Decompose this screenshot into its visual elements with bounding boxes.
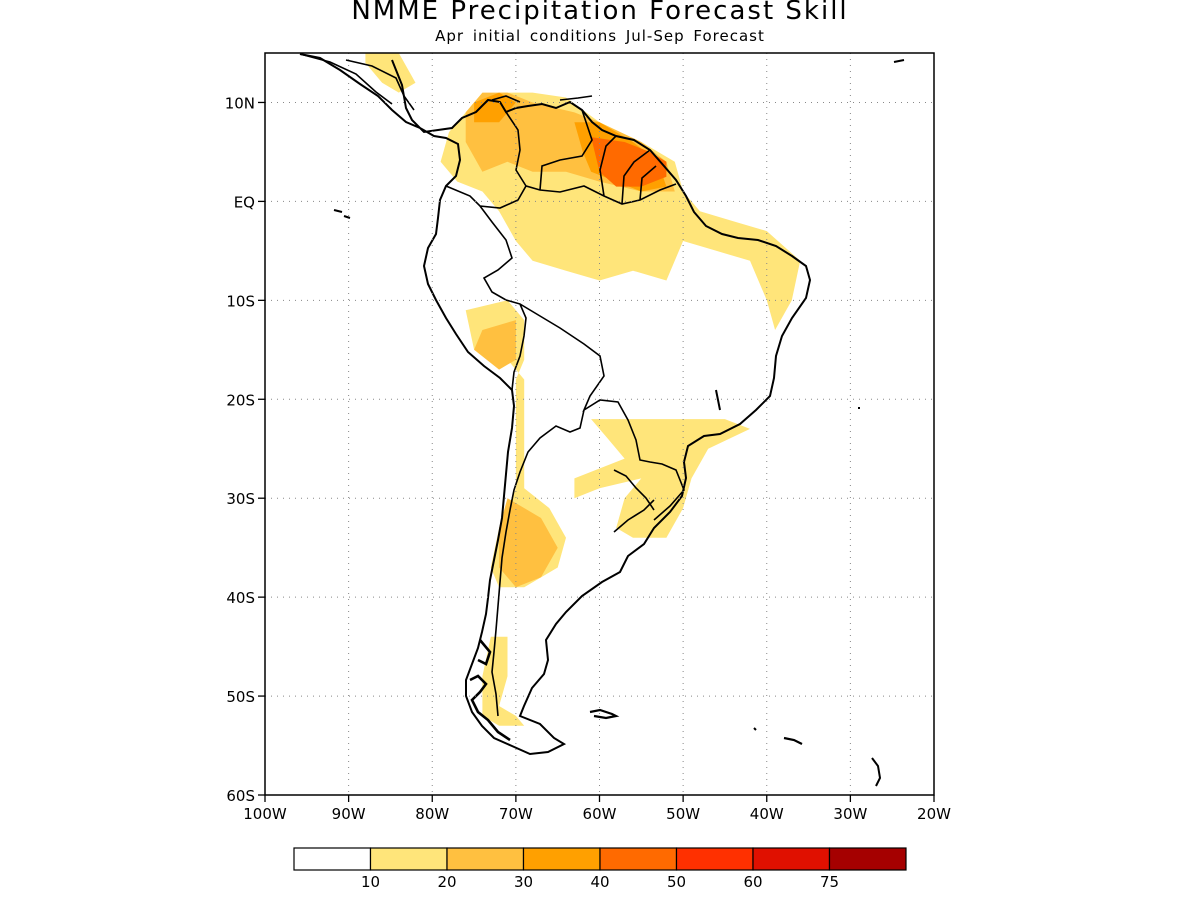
skill-region-6 <box>474 320 516 370</box>
lat-tick-label: 20S <box>226 391 255 409</box>
atlantic-islets <box>715 59 905 787</box>
lon-tick-label: 70W <box>499 805 533 823</box>
colorbar-swatch <box>446 847 525 871</box>
colorbar: 10 20 30 40 50 60 75 <box>293 847 907 891</box>
colorbar-label: 60 <box>743 873 762 891</box>
falkland-islands <box>589 708 620 720</box>
lon-tick-label: 30W <box>833 805 867 823</box>
skill-region-1 <box>465 300 566 588</box>
colorbar-swatch <box>752 847 831 871</box>
colorbar-label: 75 <box>820 873 839 891</box>
colorbar-swatch <box>675 847 754 871</box>
lon-tick-label: 50W <box>666 805 700 823</box>
lon-tick-label: 100W <box>243 805 287 823</box>
colorbar-label: 30 <box>514 873 533 891</box>
lon-tick-label: 20W <box>917 805 951 823</box>
lat-tick-label: EQ <box>234 193 255 211</box>
graticule-grid <box>265 53 934 795</box>
galapagos-islands <box>333 209 351 219</box>
colorbar-swatch <box>828 847 907 871</box>
south-georgia-island <box>783 736 803 745</box>
colorbar-label: 10 <box>361 873 380 891</box>
coastline-layer <box>299 53 905 787</box>
lat-tick-label: 40S <box>226 589 255 607</box>
colorbar-swatch <box>522 847 601 871</box>
lat-tick-label: 30S <box>226 490 255 508</box>
skill-region-8 <box>474 92 516 123</box>
colorbar-swatch <box>369 847 448 871</box>
central-america-coastline <box>299 53 593 111</box>
colorbar-swatch <box>293 847 372 871</box>
lon-tick-label: 40W <box>750 805 784 823</box>
skill-shading-layer <box>365 53 801 726</box>
lat-tick-label: 60S <box>226 787 255 805</box>
skill-region-4 <box>365 53 416 93</box>
patagonian-archipelago <box>469 639 511 742</box>
lat-tick-label: 10S <box>226 292 255 310</box>
lat-tick-label: 50S <box>226 688 255 706</box>
south-america-coastline <box>299 53 812 756</box>
skill-region-2 <box>574 419 750 538</box>
lon-tick-label: 80W <box>415 805 449 823</box>
lat-tick-label: 10N <box>225 94 255 112</box>
skill-region-7 <box>499 498 558 588</box>
country-borders <box>445 109 685 717</box>
lon-tick-label: 90W <box>332 805 366 823</box>
colorbar-swatch <box>599 847 678 871</box>
colorbar-label: 20 <box>437 873 456 891</box>
lon-tick-label: 60W <box>583 805 617 823</box>
chart-title: NMME Precipitation Forecast Skill <box>351 0 849 26</box>
colorbar-label: 50 <box>667 873 686 891</box>
colorbar-label: 40 <box>590 873 609 891</box>
chart-subtitle: Apr initial conditions Jul-Sep Forecast <box>435 27 765 45</box>
